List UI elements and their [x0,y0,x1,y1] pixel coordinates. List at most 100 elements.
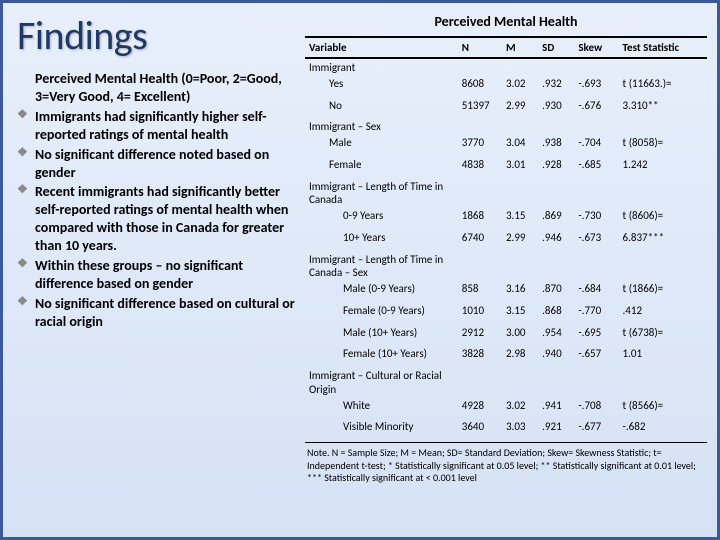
cell-stat: 1.242 [619,156,707,178]
cell-m: 3.04 [502,134,538,156]
cell-n: 1010 [458,302,502,324]
cell-n: 3828 [458,345,502,367]
cell-n: 3640 [458,418,502,440]
col-skew: Skew [574,38,618,58]
col-n: N [458,38,502,58]
cell-n: 3770 [458,134,502,156]
cell-skew [574,178,618,208]
slide-title: Findings [17,11,295,60]
bullet-4: Within these groups – no significant dif… [17,257,295,293]
cell-stat: t (8058)= [619,134,707,156]
cell-m: 3.03 [502,418,538,440]
table-row: Female48383.01.928-.6851.242 [305,156,707,178]
cell-variable: Male [305,134,458,156]
cell-sd: .941 [538,397,574,419]
cell-stat: t (8606)= [619,207,707,229]
cell-stat: t (1866)= [619,280,707,302]
cell-skew: -.676 [574,97,618,119]
col-variable: Variable [305,38,458,58]
cell-variable: Female (10+ Years) [305,345,458,367]
cell-sd: .940 [538,345,574,367]
cell-m [502,178,538,208]
cell-stat [619,251,707,281]
table-row: 10+ Years67402.99.946-.6736.837*** [305,229,707,251]
table-row: Female (0-9 Years)10103.15.868-.770.412 [305,302,707,324]
cell-variable: 0-9 Years [305,207,458,229]
cell-variable: Immigrant – Cultural or Racial Origin [305,367,458,397]
table-title: Perceived Mental Health [305,9,707,38]
bullet-list: Perceived Mental Health (0=Poor, 2=Good,… [17,70,295,331]
cell-skew [574,58,618,75]
cell-stat [619,118,707,134]
cell-variable: Visible Minority [305,418,458,440]
table-row: Male (0-9 Years)8583.16.870-.684t (1866)… [305,280,707,302]
cell-n [458,58,502,75]
cell-stat [619,58,707,75]
cell-stat: t (11663.)= [619,75,707,97]
cell-n: 8608 [458,75,502,97]
cell-n [458,367,502,397]
cell-skew [574,251,618,281]
cell-skew: -.695 [574,324,618,346]
cell-n: 4928 [458,397,502,419]
table-row: Immigrant – Sex [305,118,707,134]
cell-n: 858 [458,280,502,302]
cell-skew: -.730 [574,207,618,229]
table-row: Yes86083.02.932-.693t (11663.)= [305,75,707,97]
cell-sd: .930 [538,97,574,119]
cell-sd [538,178,574,208]
cell-variable: Female (0-9 Years) [305,302,458,324]
cell-skew: -.657 [574,345,618,367]
bullet-3: Recent immigrants had significantly bett… [17,183,295,255]
table-row: White49283.02.941-.708t (8566)= [305,397,707,419]
table-note: Note. N = Sample Size; M = Mean; SD= Sta… [305,442,707,485]
cell-m [502,118,538,134]
cell-m [502,251,538,281]
cell-stat: 3.310** [619,97,707,119]
cell-stat [619,367,707,397]
cell-skew: -.685 [574,156,618,178]
cell-m: 3.16 [502,280,538,302]
cell-sd [538,251,574,281]
cell-skew: -.693 [574,75,618,97]
cell-skew: -.708 [574,397,618,419]
right-panel: Perceived Mental Health Variable N M SD … [305,3,717,537]
col-sd: SD [538,38,574,58]
cell-variable: Immigrant [305,58,458,75]
cell-n [458,251,502,281]
cell-variable: 10+ Years [305,229,458,251]
cell-sd: .869 [538,207,574,229]
table-row: 0-9 Years18683.15.869-.730t (8606)= [305,207,707,229]
table-row: Male37703.04.938-.704t (8058)= [305,134,707,156]
cell-sd [538,118,574,134]
cell-sd: .868 [538,302,574,324]
cell-variable: Immigrant – Length of Time in Canada – S… [305,251,458,281]
cell-m: 2.98 [502,345,538,367]
cell-n [458,178,502,208]
cell-sd [538,58,574,75]
cell-sd: .954 [538,324,574,346]
left-panel: Findings Perceived Mental Health (0=Poor… [3,3,305,537]
bullet-5: No significant difference based on cultu… [17,295,295,331]
cell-m [502,367,538,397]
cell-n: 51397 [458,97,502,119]
cell-n [458,118,502,134]
cell-variable: Male (10+ Years) [305,324,458,346]
table-row: Visible Minority36403.03.921-.677-.682 [305,418,707,440]
bullet-0: Perceived Mental Health (0=Poor, 2=Good,… [17,70,295,106]
cell-m: 3.00 [502,324,538,346]
table-row: Immigrant – Cultural or Racial Origin [305,367,707,397]
cell-m [502,58,538,75]
cell-variable: Female [305,156,458,178]
cell-m: 2.99 [502,229,538,251]
bullet-1: Immigrants had significantly higher self… [17,108,295,144]
cell-stat: -.682 [619,418,707,440]
cell-stat: .412 [619,302,707,324]
cell-skew: -.677 [574,418,618,440]
cell-m: 3.02 [502,397,538,419]
cell-m: 3.02 [502,75,538,97]
cell-sd: .938 [538,134,574,156]
cell-n: 6740 [458,229,502,251]
cell-stat: t (6738)= [619,324,707,346]
cell-sd: .921 [538,418,574,440]
